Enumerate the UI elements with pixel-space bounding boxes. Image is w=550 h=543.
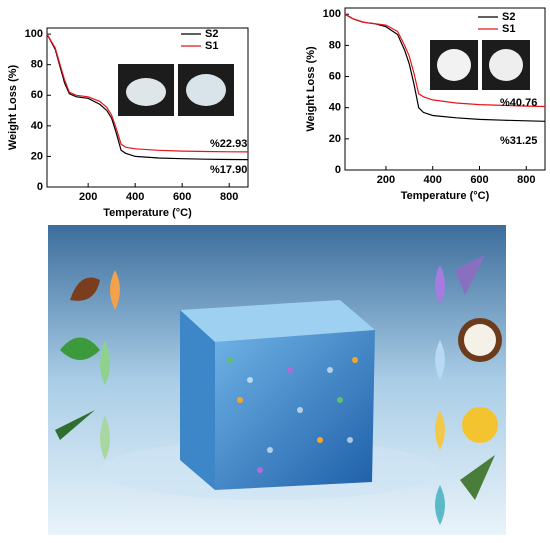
annotation: %31.25 [500,135,537,147]
x-tick-label: 800 [220,191,238,203]
y-tick-label: 80 [31,59,43,71]
y-tick-label: 60 [329,70,341,82]
x-axis-label: Temperature (°C) [103,207,192,219]
legend-label: S2 [205,28,218,40]
y-tick-label: 100 [25,28,43,40]
data-line [344,13,546,108]
y-axis-label: Weight Loss (%) [7,64,19,150]
y-tick-label: 60 [31,89,43,101]
x-tick-label: 200 [377,174,395,186]
legend-label: S1 [205,40,218,52]
y-axis-label: Weight Loss (%) [305,46,317,132]
y-tick-label: 0 [335,164,341,176]
legend-label: S2 [502,11,515,23]
y-tick-label: 40 [31,120,43,132]
y-tick-label: 0 [37,181,43,193]
y-tick-label: 20 [329,133,341,145]
y-tick-label: 100 [323,8,341,20]
legend-label: S1 [502,23,515,35]
x-axis-label: Temperature (°C) [401,190,490,202]
y-tick-label: 20 [31,150,43,162]
x-tick-label: 800 [517,174,535,186]
x-tick-label: 200 [79,191,97,203]
x-tick-label: 400 [126,191,144,203]
annotation: %40.76 [500,97,537,109]
inset-photos [118,40,530,116]
x-tick-label: 600 [173,191,191,203]
annotation: %22.93 [210,138,247,150]
x-tick-label: 400 [424,174,442,186]
y-tick-label: 80 [329,39,341,51]
data-line [46,33,249,161]
annotation: %17.90 [210,164,247,176]
plot-frame [46,27,249,188]
plot-frame [344,7,546,171]
illustration [48,225,506,535]
data-line [46,33,249,153]
y-tick-label: 40 [329,102,341,114]
x-tick-label: 600 [470,174,488,186]
